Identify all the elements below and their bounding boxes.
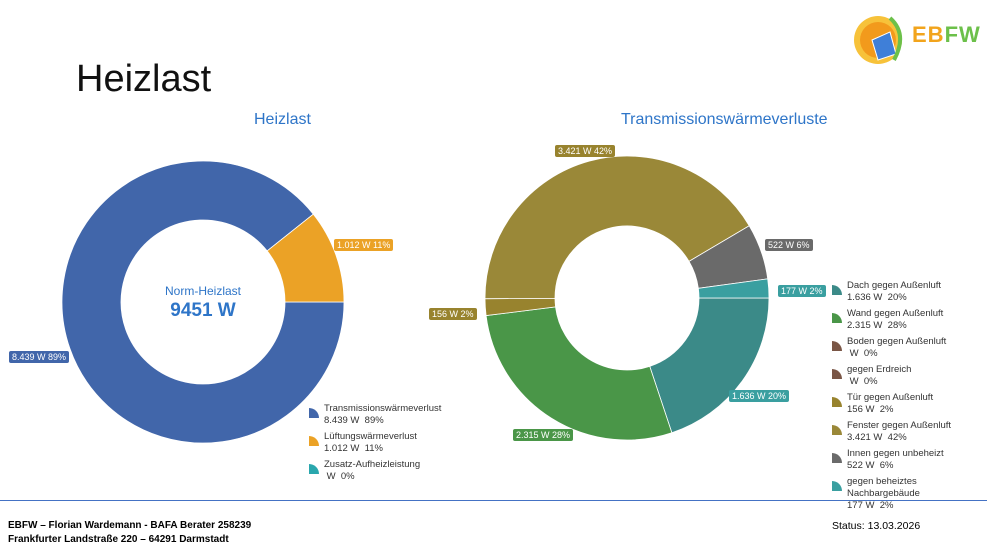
legend-value: 8.439 W 89% <box>324 415 384 426</box>
logo-text-fw: FW <box>944 22 981 47</box>
data-label-tuer: 156 W 2% <box>429 308 477 320</box>
donut-slice[interactable] <box>61 160 345 444</box>
data-label-fenster: 3.421 W 42% <box>555 145 616 157</box>
legend-name: Tür gegen Außenluft <box>847 392 934 403</box>
legend-value: W 0% <box>847 348 878 359</box>
legend-value: W 0% <box>324 471 355 482</box>
legend-swatch <box>309 436 319 446</box>
legend-item: Fenster gegen Außenluft 3.421 W 42% <box>832 420 987 444</box>
legend-value: 156 W 2% <box>847 404 894 415</box>
chart-title-heizlast: Heizlast <box>254 111 311 128</box>
donut-slice[interactable] <box>266 213 345 303</box>
legend-name: Lüftungswärmeverlust <box>324 431 417 442</box>
legend-item: Innen gegen unbeheizt 522 W 6% <box>832 448 987 472</box>
sun-solar-logo-icon <box>854 16 902 64</box>
footer-line1: EBFW – Florian Wardemann - BAFA Berater … <box>8 520 252 531</box>
chart-title-transmission: Transmissionswärmeverluste <box>621 111 828 128</box>
data-label-nachbar: 177 W 2% <box>778 285 826 297</box>
legend-name: Transmissionswärmeverlust <box>324 403 442 414</box>
legend-heizlast: Transmissionswärmeverlust 8.439 W 89% Lüft… <box>309 403 441 487</box>
donut-slice[interactable] <box>485 306 673 441</box>
legend-item: Zusatz-Aufheizleistung W 0% <box>309 459 441 483</box>
legend-item: gegen beheiztes Nachbargebäude 177 W 2% <box>832 476 987 512</box>
legend-value: 2.315 W 28% <box>847 320 907 331</box>
legend-item: Wand gegen Außenluft 2.315 W 28% <box>832 308 987 332</box>
legend-swatch <box>309 408 319 418</box>
center-label: Norm-Heizlast <box>164 284 241 298</box>
legend-item: Tür gegen Außenluft 156 W 2% <box>832 392 987 416</box>
donut-slice[interactable] <box>649 297 770 434</box>
legend-transmission: Dach gegen Außenluft 1.636 W 20% Wand gege… <box>832 280 987 516</box>
legend-swatch <box>832 369 842 379</box>
legend-value: 1.012 W 11% <box>324 443 383 454</box>
data-label-dach: 1.636 W 20% <box>729 390 790 402</box>
data-label-wand: 2.315 W 28% <box>513 429 574 441</box>
footer-line2: Frankfurter Landstraße 220 – 64291 Darms… <box>8 534 229 545</box>
legend-value: 3.421 W 42% <box>847 432 907 443</box>
legend-item: Transmissionswärmeverlust 8.439 W 89% <box>309 403 441 427</box>
legend-item: Dach gegen Außenluft 1.636 W 20% <box>832 280 987 304</box>
data-label-innen: 522 W 6% <box>765 239 813 251</box>
legend-value: 177 W 2% <box>847 500 894 511</box>
legend-name: gegen Erdreich <box>847 364 912 375</box>
page-title: Heizlast <box>76 58 212 100</box>
legend-swatch <box>832 481 842 491</box>
footer-divider <box>0 500 987 501</box>
legend-value: 522 W 6% <box>847 460 894 471</box>
legend-swatch <box>832 341 842 351</box>
legend-name: Zusatz-Aufheizleistung <box>324 459 421 470</box>
legend-item: Boden gegen Außenluft W 0% <box>832 336 987 360</box>
legend-item: Lüftungswärmeverlust 1.012 W 11% <box>309 431 441 455</box>
legend-name: Boden gegen Außenluft <box>847 336 947 347</box>
legend-swatch <box>832 425 842 435</box>
legend-name: Fenster gegen Außenluft <box>847 420 952 431</box>
legend-name: Wand gegen Außenluft <box>847 308 944 319</box>
legend-swatch <box>832 397 842 407</box>
legend-value: 1.636 W 20% <box>847 292 907 303</box>
logo-text-eb: EB <box>912 22 945 47</box>
legend-name: Innen gegen unbeheizt <box>847 448 944 459</box>
legend-swatch <box>832 313 842 323</box>
legend-value: W 0% <box>847 376 878 387</box>
status-date: Status: 13.03.2026 <box>832 520 921 532</box>
legend-swatch <box>832 453 842 463</box>
data-label-lueftung: 1.012 W 11% <box>334 239 394 251</box>
legend-swatch <box>309 464 319 474</box>
legend-name: Dach gegen Außenluft <box>847 280 942 291</box>
legend-name: gegen beheiztes Nachbargebäude <box>847 476 920 499</box>
donut-slice[interactable] <box>697 278 770 299</box>
ebfw-logo: EBFW <box>850 10 980 66</box>
legend-swatch <box>832 285 842 295</box>
data-label-transmission: 8.439 W 89% <box>9 351 70 363</box>
center-value: 9451 W <box>170 300 236 321</box>
donut-slice[interactable] <box>484 155 750 300</box>
legend-item: gegen Erdreich W 0% <box>832 364 987 388</box>
